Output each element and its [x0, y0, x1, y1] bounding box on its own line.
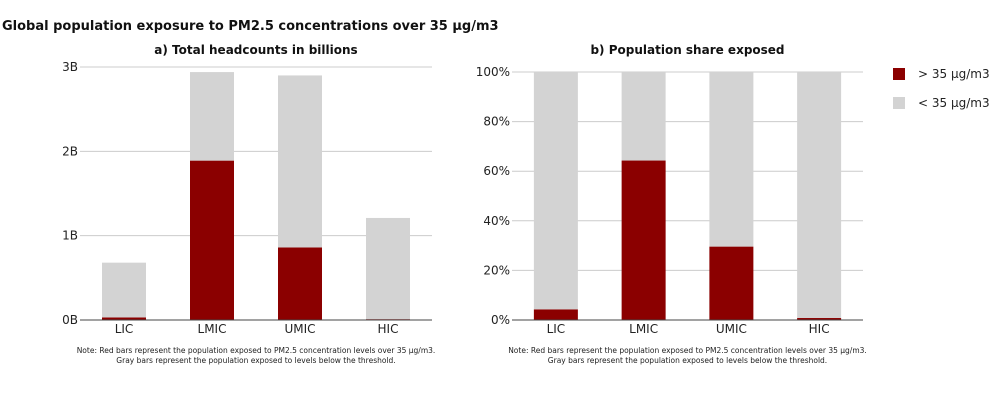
panel-title: b) Population share exposed — [590, 43, 784, 57]
x-tick-label: LMIC — [629, 322, 658, 336]
bar-hic-below — [797, 72, 842, 319]
bar-umic-above — [709, 246, 754, 320]
y-tick-label: 1B — [62, 229, 78, 243]
panel-title: a) Total headcounts in billions — [154, 43, 357, 57]
bar-lic-below — [533, 72, 578, 310]
bar-umic-above — [278, 247, 322, 320]
chart-note: Note: Red bars represent the population … — [508, 346, 867, 355]
bar-lic-above — [102, 317, 146, 320]
y-tick-label: 80% — [483, 115, 510, 129]
bar-lmic-above — [190, 160, 234, 320]
chart-panels: a) Total headcounts in billions 0B 1B 2B 3B L… — [62, 43, 867, 365]
legend-label: < 35 μg/m3 — [918, 96, 990, 110]
y-tick-label: 40% — [483, 214, 510, 228]
bar-lic-below — [102, 262, 146, 318]
bar-lic-above — [533, 309, 578, 320]
chart-note: Gray bars represent the population expos… — [116, 356, 395, 365]
bar-hic-above — [797, 318, 842, 320]
chart-note: Note: Red bars represent the population … — [77, 346, 436, 355]
bar-umic-below — [709, 72, 754, 247]
panel-b: b) Population share exposed 0% 20% 40% 60% 80… — [476, 43, 867, 365]
x-tick-label: LIC — [547, 322, 566, 336]
x-tick-label: LIC — [115, 322, 134, 336]
panel-a: a) Total headcounts in billions 0B 1B 2B 3B L… — [62, 43, 435, 365]
y-tick-label: 20% — [483, 263, 510, 277]
bar-lmic-above — [621, 160, 666, 320]
bar-lmic-below — [621, 72, 666, 161]
legend-label: > 35 μg/m3 — [918, 67, 990, 81]
x-tick-label: UMIC — [284, 322, 315, 336]
y-tick-label: 2B — [62, 144, 78, 158]
chart-note: Gray bars represent the population expos… — [548, 356, 827, 365]
x-tick-label: HIC — [809, 322, 830, 336]
y-tick-label: 0% — [491, 313, 510, 327]
y-tick-label: 0B — [62, 313, 78, 327]
legend-swatch — [893, 68, 905, 80]
legend: > 35 μg/m3 < 35 μg/m3 — [893, 67, 990, 110]
x-tick-label: HIC — [378, 322, 399, 336]
y-tick-label: 3B — [62, 60, 78, 74]
bar-hic-below — [366, 217, 410, 320]
y-tick-label: 60% — [483, 164, 510, 178]
legend-swatch — [893, 97, 905, 109]
x-tick-label: LMIC — [198, 322, 227, 336]
x-tick-label: UMIC — [716, 322, 747, 336]
y-tick-label: 100% — [476, 65, 510, 79]
bar-umic-below — [278, 75, 322, 248]
bar-lmic-below — [190, 72, 234, 161]
chart-title: Global population exposure to PM2.5 conc… — [2, 19, 499, 34]
